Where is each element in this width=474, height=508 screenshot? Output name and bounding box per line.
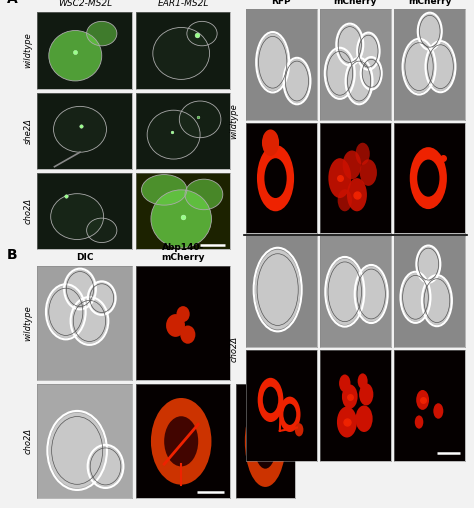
Ellipse shape	[89, 282, 115, 314]
Ellipse shape	[151, 398, 211, 485]
Ellipse shape	[245, 396, 286, 487]
Text: B: B	[7, 248, 18, 262]
Ellipse shape	[258, 378, 283, 422]
Ellipse shape	[403, 40, 435, 93]
Ellipse shape	[257, 145, 294, 211]
Ellipse shape	[279, 397, 301, 432]
Text: WSC2-MS2L: WSC2-MS2L	[58, 0, 112, 8]
Text: she2Δ: she2Δ	[24, 118, 33, 144]
Ellipse shape	[187, 21, 217, 46]
Ellipse shape	[283, 404, 296, 425]
Ellipse shape	[358, 34, 379, 69]
Ellipse shape	[54, 106, 107, 152]
Ellipse shape	[89, 446, 123, 487]
Ellipse shape	[72, 298, 108, 344]
Ellipse shape	[176, 306, 190, 322]
Text: cho2Δ: cho2Δ	[24, 198, 33, 225]
Text: Scs2-TMD-
RFP: Scs2-TMD- RFP	[255, 0, 308, 6]
Text: Tgb3-
mCherry: Tgb3- mCherry	[408, 0, 452, 6]
Ellipse shape	[337, 24, 363, 65]
Ellipse shape	[347, 178, 367, 211]
Ellipse shape	[65, 270, 95, 308]
Text: DIC: DIC	[76, 253, 93, 262]
Ellipse shape	[51, 194, 104, 239]
Ellipse shape	[49, 413, 106, 488]
Ellipse shape	[356, 405, 373, 432]
Ellipse shape	[356, 143, 370, 165]
Ellipse shape	[326, 259, 364, 325]
Ellipse shape	[346, 59, 372, 103]
Ellipse shape	[268, 165, 283, 192]
Ellipse shape	[359, 384, 374, 405]
Ellipse shape	[185, 179, 223, 210]
Ellipse shape	[426, 42, 455, 91]
Text: wildtype: wildtype	[24, 33, 33, 68]
Ellipse shape	[265, 391, 275, 409]
Ellipse shape	[180, 326, 195, 344]
Ellipse shape	[253, 429, 260, 442]
Ellipse shape	[87, 21, 117, 46]
Ellipse shape	[263, 387, 278, 413]
Ellipse shape	[326, 49, 354, 98]
Ellipse shape	[269, 437, 276, 451]
Text: EAR1-MS2L: EAR1-MS2L	[157, 0, 209, 8]
Ellipse shape	[166, 314, 185, 337]
Ellipse shape	[417, 246, 440, 282]
Ellipse shape	[164, 416, 198, 466]
Ellipse shape	[147, 110, 200, 159]
Ellipse shape	[151, 190, 211, 248]
Ellipse shape	[419, 14, 441, 49]
Ellipse shape	[339, 374, 350, 392]
Ellipse shape	[257, 34, 288, 91]
Ellipse shape	[47, 285, 85, 338]
Ellipse shape	[417, 160, 439, 197]
Ellipse shape	[401, 273, 430, 322]
Ellipse shape	[141, 175, 187, 205]
Text: cho2Δ: cho2Δ	[229, 336, 238, 362]
Ellipse shape	[328, 158, 351, 198]
Ellipse shape	[337, 189, 352, 211]
Ellipse shape	[410, 147, 447, 209]
Ellipse shape	[264, 158, 287, 198]
Text: cho2Δ: cho2Δ	[24, 428, 33, 454]
Text: Abp140-
mCherry: Abp140- mCherry	[161, 243, 205, 262]
Ellipse shape	[153, 27, 210, 79]
Ellipse shape	[356, 266, 387, 322]
Ellipse shape	[284, 59, 310, 103]
Text: C: C	[225, 0, 236, 3]
Ellipse shape	[87, 218, 117, 242]
Ellipse shape	[360, 160, 377, 186]
Text: Rtn1-
mCherry: Rtn1- mCherry	[334, 0, 377, 6]
Ellipse shape	[343, 150, 361, 179]
Ellipse shape	[415, 416, 423, 429]
Ellipse shape	[361, 58, 381, 89]
Ellipse shape	[262, 414, 269, 428]
Ellipse shape	[421, 167, 436, 189]
Ellipse shape	[255, 250, 301, 329]
Ellipse shape	[433, 403, 443, 419]
Ellipse shape	[49, 30, 102, 81]
Ellipse shape	[262, 130, 279, 156]
Ellipse shape	[416, 390, 429, 410]
Ellipse shape	[254, 414, 277, 469]
Ellipse shape	[179, 101, 221, 138]
Ellipse shape	[342, 385, 358, 409]
Ellipse shape	[358, 373, 368, 389]
Ellipse shape	[285, 407, 294, 421]
Ellipse shape	[295, 423, 303, 436]
Text: wildtype: wildtype	[24, 305, 33, 341]
Ellipse shape	[423, 276, 451, 325]
Text: A: A	[7, 0, 18, 6]
Text: wildtype: wildtype	[229, 104, 238, 139]
Ellipse shape	[337, 406, 357, 437]
